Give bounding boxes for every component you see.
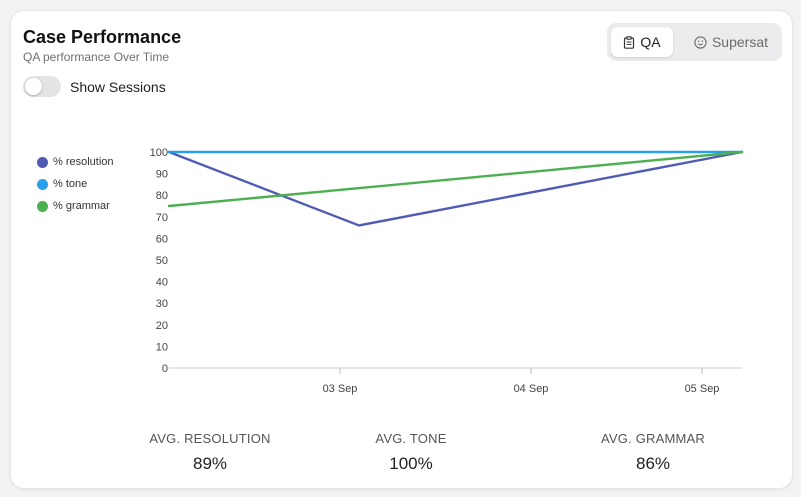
tab-qa[interactable]: QA [611, 27, 673, 57]
legend-dot-resolution [37, 156, 48, 168]
legend-label-tone: % tone [53, 178, 88, 190]
legend-label-grammar: % grammar [53, 200, 110, 212]
card-title: Case Performance [23, 27, 182, 47]
card-subtitle: QA performance Over Time [23, 50, 170, 64]
y-tick-label: 100 [150, 147, 168, 159]
series-line-grammar [167, 150, 744, 208]
clipboard-icon [624, 35, 635, 49]
y-tick-label: 0 [162, 363, 168, 375]
tab-supersat[interactable]: Supersat [683, 27, 779, 57]
x-tick-label: 05 Sep [685, 383, 720, 395]
x-tick-label: 03 Sep [323, 383, 358, 395]
tab-qa-label: QA [640, 34, 661, 50]
legend-dot-grammar [37, 200, 48, 212]
avg-grammar: AVG. GRAMMAR 86% [553, 431, 753, 474]
smiley-icon [694, 35, 707, 49]
series-line-resolution [167, 150, 744, 227]
y-tick-label: 90 [156, 169, 168, 181]
y-tick-label: 50 [156, 255, 168, 267]
case-performance-card: Case Performance QA performance Over Tim… [10, 10, 793, 489]
legend-dot-tone [37, 178, 48, 190]
avg-resolution-label: AVG. RESOLUTION [149, 431, 271, 446]
y-tick-label: 10 [156, 341, 168, 353]
y-tick-label: 80 [156, 190, 168, 202]
avg-tone: AVG. TONE 100% [311, 431, 511, 474]
y-tick-label: 70 [156, 212, 168, 224]
avg-resolution-value: 89% [192, 454, 228, 473]
show-sessions-row: Show Sessions [23, 76, 166, 97]
y-tick-label: 20 [156, 320, 168, 332]
avg-grammar-value: 86% [635, 454, 671, 473]
legend-label-resolution: % resolution [53, 156, 114, 168]
avg-tone-value: 100% [389, 454, 433, 473]
y-tick-label: 60 [156, 233, 168, 245]
show-sessions-label: Show Sessions [70, 78, 166, 95]
y-tick-label: 30 [156, 298, 168, 310]
avg-tone-label: AVG. TONE [375, 431, 447, 446]
chart-legend: % resolution % tone % grammar [37, 151, 114, 217]
metric-switcher: QA Supersat [607, 23, 782, 61]
legend-item-resolution[interactable]: % resolution [37, 151, 114, 173]
legend-item-tone[interactable]: % tone [37, 173, 114, 195]
x-tick-label: 04 Sep [514, 383, 549, 395]
avg-grammar-label: AVG. GRAMMAR [600, 431, 705, 446]
tab-supersat-label: Supersat [711, 34, 769, 50]
show-sessions-toggle[interactable] [23, 76, 61, 97]
y-tick-label: 40 [156, 277, 168, 289]
avg-resolution: AVG. RESOLUTION 89% [110, 431, 310, 474]
performance-line-chart: 0 10 20 30 40 50 60 70 80 90 100 03 Sep 04 Sep 05 Sep [150, 147, 744, 395]
legend-item-grammar[interactable]: % grammar [37, 195, 114, 217]
toggle-knob [25, 78, 42, 95]
